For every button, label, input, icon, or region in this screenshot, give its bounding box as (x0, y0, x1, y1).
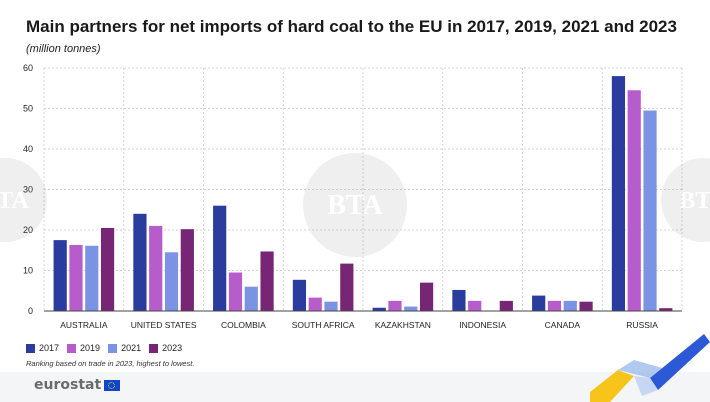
eu-flag-icon (104, 379, 121, 391)
bar-chart: 0 10 20 30 40 50 60 AUSTRALIA UNITED STATES COLOM… (23, 63, 683, 330)
legend-label: 2023 (162, 343, 183, 353)
chart-subtitle: (million tonnes) (26, 43, 101, 55)
bta-watermark-right: BTA (658, 155, 710, 250)
bar-2019 (308, 297, 322, 311)
decorative-ribbon (590, 334, 710, 402)
y-tick-label: 60 (23, 63, 33, 73)
bar-2023 (499, 300, 513, 311)
y-tick-label: 40 (23, 144, 33, 154)
ranking-note: Ranking based on trade in 2023, highest … (26, 359, 195, 368)
bar-2021 (404, 306, 418, 311)
legend-item-2023: 2023 (149, 343, 182, 353)
bar-2021 (85, 245, 99, 311)
logo-text: eurostat (34, 377, 102, 393)
x-tick-label: RUSSIA (626, 320, 658, 330)
bar-2023 (659, 308, 673, 311)
eurostat-logo: eurostat (34, 377, 121, 393)
bar-2021 (563, 300, 577, 311)
bar-2017 (53, 240, 67, 311)
bar-2017 (133, 213, 147, 311)
legend-swatch (26, 343, 35, 353)
chart-legend: 2017 2019 2021 2023 (26, 343, 182, 353)
bar-2021 (324, 301, 338, 311)
legend-label: 2019 (80, 343, 101, 353)
bar-2023 (579, 301, 593, 311)
bar-2021 (244, 286, 258, 311)
bar-2023 (100, 227, 115, 311)
bar-2017 (532, 295, 546, 311)
bar-2017 (292, 279, 307, 311)
legend-label: 2017 (39, 343, 60, 353)
bar-2017 (611, 76, 626, 311)
bar-2019 (627, 90, 641, 312)
bar-2019 (149, 225, 163, 311)
legend-item-2019: 2019 (67, 343, 100, 353)
y-tick-label: 0 (28, 306, 33, 316)
x-tick-label: AUSTRALIA (60, 320, 108, 330)
bar-2021 (643, 110, 657, 312)
x-tick-label: UNITED STATES (131, 320, 197, 330)
bar-2021 (164, 252, 179, 311)
bar-2017 (452, 289, 466, 311)
bta-watermark-left: BTA (0, 155, 50, 250)
x-tick-label: INDONESIA (459, 320, 506, 330)
y-tick-label: 50 (23, 104, 33, 114)
bar-2023 (419, 282, 434, 311)
legend-swatch (108, 343, 118, 353)
x-tick-label: SOUTH AFRICA (292, 320, 355, 330)
legend-swatch (67, 343, 77, 353)
svg-text:BTA: BTA (679, 188, 710, 214)
bta-watermark-center: BTA (300, 150, 410, 265)
legend-label: 2021 (121, 343, 142, 353)
legend-item-2021: 2021 (108, 343, 141, 353)
chart-title: Main partners for net imports of hard co… (26, 17, 677, 36)
legend-swatch (149, 343, 159, 353)
bar-2019 (228, 272, 243, 311)
y-tick-label: 10 (23, 266, 33, 276)
svg-text:BTA: BTA (0, 188, 29, 214)
y-tick-label: 20 (23, 225, 33, 235)
y-tick-label: 30 (23, 185, 33, 195)
bar-2017 (372, 307, 386, 311)
x-tick-label: CANADA (545, 320, 581, 330)
bar-2019 (468, 300, 482, 311)
bar-2023 (340, 263, 354, 311)
x-tick-label: KAZAKHSTAN (375, 320, 431, 330)
x-tick-label: COLOMBIA (221, 320, 266, 330)
bar-2019 (388, 300, 402, 311)
bar-2019 (547, 300, 562, 311)
legend-item-2017: 2017 (26, 343, 59, 353)
svg-text:BTA: BTA (327, 190, 383, 221)
bar-2019 (69, 244, 83, 311)
bar-2017 (213, 205, 227, 311)
bar-2023 (260, 251, 274, 311)
bar-2023 (180, 229, 194, 311)
